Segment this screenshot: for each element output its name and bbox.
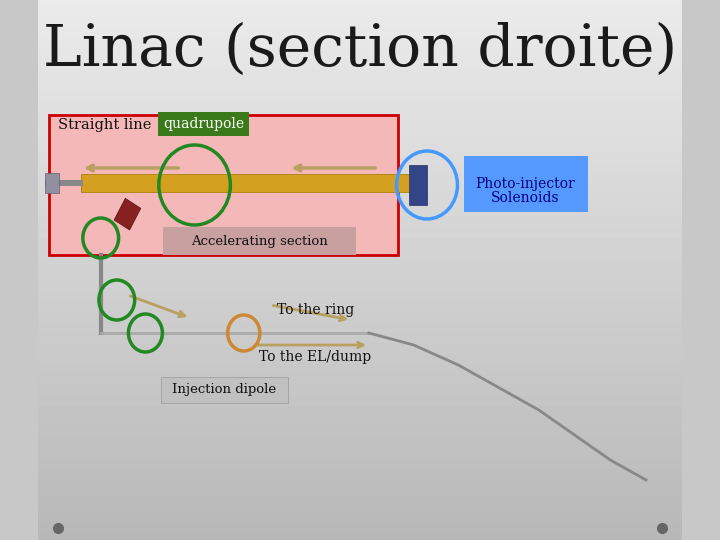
- Text: quadrupole: quadrupole: [163, 117, 244, 131]
- FancyBboxPatch shape: [49, 115, 397, 255]
- FancyBboxPatch shape: [464, 156, 588, 212]
- Bar: [45, 180, 83, 186]
- Text: To the EL/dump: To the EL/dump: [259, 350, 372, 364]
- FancyBboxPatch shape: [161, 377, 287, 403]
- Text: To the ring: To the ring: [276, 303, 354, 317]
- Text: Linac (section droite): Linac (section droite): [43, 22, 677, 78]
- Bar: [45, 173, 59, 193]
- Bar: [114, 198, 141, 230]
- FancyBboxPatch shape: [158, 112, 249, 136]
- Text: Straight line: Straight line: [58, 118, 152, 132]
- Text: Injection dipole: Injection dipole: [172, 383, 276, 396]
- Text: Solenoids: Solenoids: [491, 191, 559, 205]
- Bar: [409, 165, 427, 205]
- FancyBboxPatch shape: [163, 227, 356, 255]
- Text: Photo-injector: Photo-injector: [475, 177, 575, 191]
- Text: Accelerating section: Accelerating section: [191, 234, 328, 247]
- Bar: [81, 174, 412, 192]
